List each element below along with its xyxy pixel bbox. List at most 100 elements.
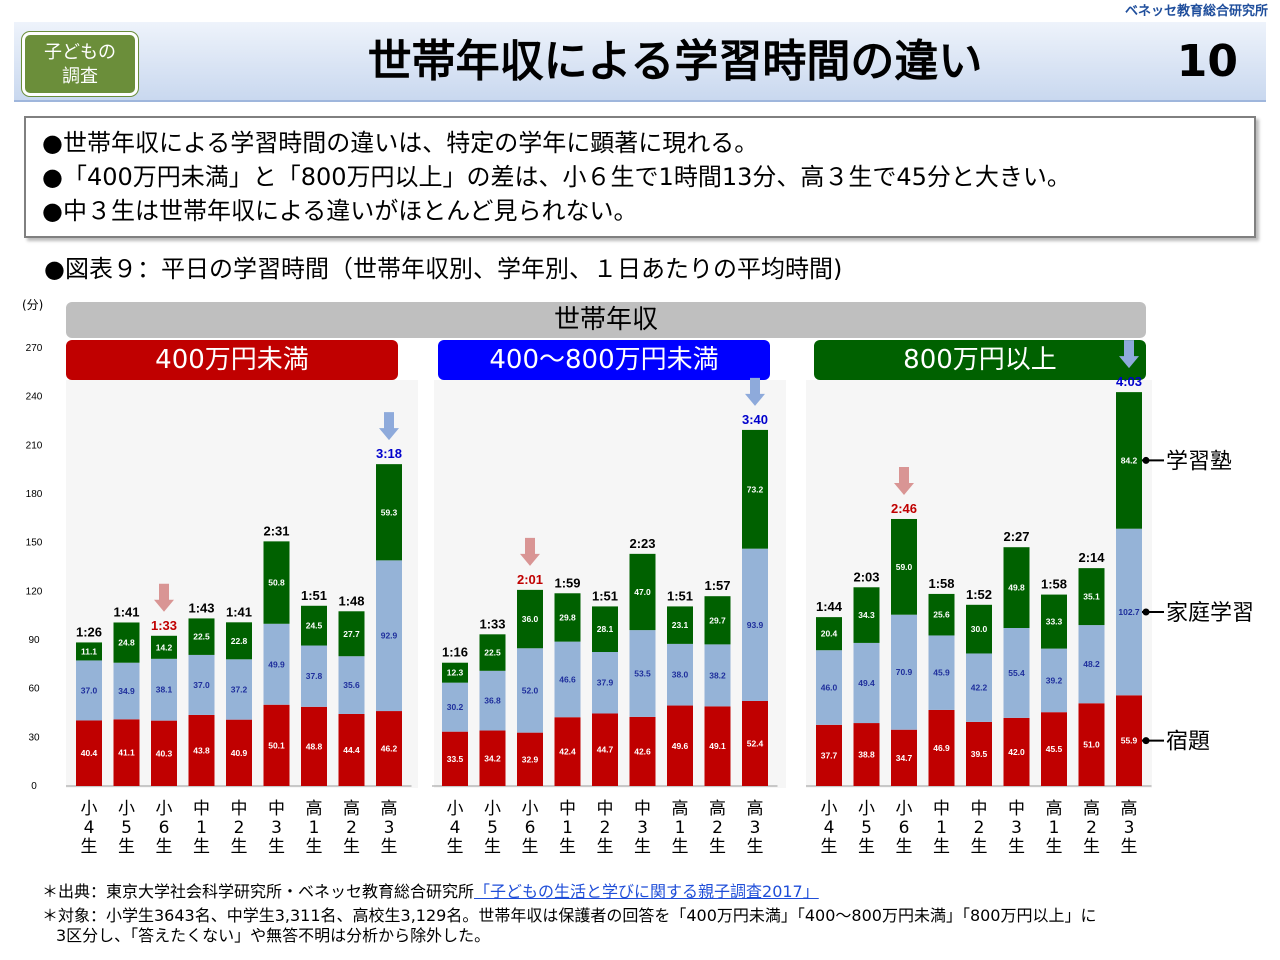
data-label: 32.9: [522, 754, 539, 764]
bar-segment-cram-school: [188, 618, 215, 655]
total-label: 1:58: [928, 576, 954, 591]
bar-segment-home-study: [301, 645, 327, 707]
data-label: 36.0: [522, 614, 539, 624]
bar-segment-cram-school: [1003, 547, 1030, 628]
bar-segment-home-study: [1078, 625, 1105, 704]
data-label: 48.2: [1083, 659, 1100, 669]
x-tick-label: 2: [234, 818, 245, 838]
footnote-source-link[interactable]: 「子どもの生活と学びに関する親子調査2017」: [474, 882, 819, 901]
bar-segment-homework: [188, 714, 215, 786]
data-label: 92.9: [381, 631, 398, 641]
x-tick-label: 1: [675, 818, 686, 838]
x-tick-label: 中: [559, 799, 576, 819]
x-tick-label: 生: [672, 837, 689, 857]
x-tick-label: 高: [381, 799, 398, 819]
x-tick-label: 生: [447, 837, 464, 857]
x-tick-label: 2: [1086, 818, 1097, 838]
bar-segment-homework: [479, 730, 506, 786]
survey-badge: 子どもの 調査: [22, 32, 138, 96]
data-label: 42.2: [971, 683, 988, 693]
x-tick-label: 6: [899, 818, 910, 838]
x-tick-label: 生: [597, 837, 614, 857]
bar-segment-home-study: [853, 642, 880, 724]
total-label: 3:18: [376, 446, 402, 461]
data-label: 37.0: [193, 680, 210, 690]
x-tick-label: 高: [747, 799, 764, 819]
x-tick-label: 小: [522, 799, 539, 819]
data-label: 49.6: [672, 741, 689, 751]
bar-segment-homework: [1078, 703, 1105, 786]
x-tick-label: 中: [933, 799, 950, 819]
x-tick-label: 生: [896, 837, 913, 857]
x-tick-label: 5: [121, 818, 132, 838]
x-tick-label: 5: [487, 818, 498, 838]
y-tick-label: 210: [26, 440, 43, 451]
x-tick-label: 生: [156, 837, 173, 857]
data-label: 40.4: [81, 748, 98, 758]
data-label: 37.7: [821, 750, 838, 760]
data-label: 52.0: [522, 685, 539, 695]
highlight-arrow-blue: [379, 412, 399, 441]
bar-segment-home-study: [479, 670, 506, 731]
data-label: 49.4: [858, 678, 875, 688]
brand-name: ベネッセ教育総合研究所: [1124, 4, 1268, 19]
page-title: 世帯年収による学習時間の違い: [367, 36, 983, 87]
data-label: 22.5: [484, 648, 501, 658]
legend-label: 学習塾: [1166, 449, 1232, 474]
data-label: 52.4: [747, 738, 764, 748]
x-tick-label: 生: [231, 837, 248, 857]
bar-segment-homework: [742, 700, 768, 786]
data-label: 46.6: [559, 674, 576, 684]
y-tick-label: 30: [28, 732, 40, 743]
bar-segment-homework: [629, 716, 656, 786]
x-tick-label: 生: [268, 837, 285, 857]
total-label: 2:03: [853, 569, 879, 584]
x-tick-label: 生: [858, 837, 875, 857]
data-label: 37.2: [231, 684, 248, 694]
y-tick-label: 240: [26, 392, 43, 403]
legend-dot: [1142, 737, 1150, 745]
data-label: 30.0: [971, 624, 988, 634]
summary-line-2: ●「400万円未満」と「800万円以上」の差は、小６生で1時間13分、高３生で4…: [42, 163, 1071, 191]
x-tick-label: 小: [858, 799, 875, 819]
data-label: 48.8: [306, 741, 323, 751]
bar-segment-home-study: [376, 560, 402, 712]
data-label: 59.3: [381, 507, 398, 517]
data-label: 46.9: [933, 743, 950, 753]
data-label: 34.2: [484, 753, 501, 763]
x-tick-label: 6: [159, 818, 170, 838]
bar-segment-cram-school: [226, 622, 252, 660]
x-tick-label: 4: [824, 818, 835, 838]
data-label: 44.4: [343, 745, 360, 755]
data-label: 50.1: [268, 740, 285, 750]
total-label: 1:16: [442, 645, 468, 660]
data-label: 38.0: [672, 670, 689, 680]
x-tick-label: 生: [306, 837, 323, 857]
total-label: 4:03: [1116, 374, 1142, 389]
y-tick-label: 270: [26, 343, 43, 354]
x-tick-label: 小: [81, 799, 98, 819]
bar-segment-homework: [442, 731, 468, 786]
data-label: 49.1: [709, 741, 726, 751]
x-tick-label: 小: [484, 799, 501, 819]
bar-segment-cram-school: [966, 604, 992, 654]
x-tick-label: 3: [271, 818, 282, 838]
bar-segment-home-study: [1116, 528, 1142, 696]
x-tick-label: 生: [1046, 837, 1063, 857]
data-label: 42.6: [634, 746, 651, 756]
data-label: 46.0: [821, 683, 838, 693]
x-tick-label: 1: [309, 818, 320, 838]
highlight-arrow-red: [894, 466, 914, 495]
data-label: 27.7: [343, 629, 360, 639]
bar-segment-cram-school: [376, 464, 402, 561]
x-tick-label: 生: [1083, 837, 1100, 857]
data-label: 34.3: [858, 610, 875, 620]
summary-line-1: ●世帯年収による学習時間の違いは、特定の学年に顕著に現れる。: [42, 129, 759, 157]
data-label: 42.4: [559, 747, 576, 757]
bar-segment-cram-school: [1078, 568, 1105, 626]
x-tick-label: 生: [343, 837, 360, 857]
bar-segment-cram-school: [592, 606, 618, 653]
bar-segment-cram-school: [1116, 392, 1142, 529]
data-label: 34.9: [118, 686, 135, 696]
x-tick-label: 1: [196, 818, 207, 838]
